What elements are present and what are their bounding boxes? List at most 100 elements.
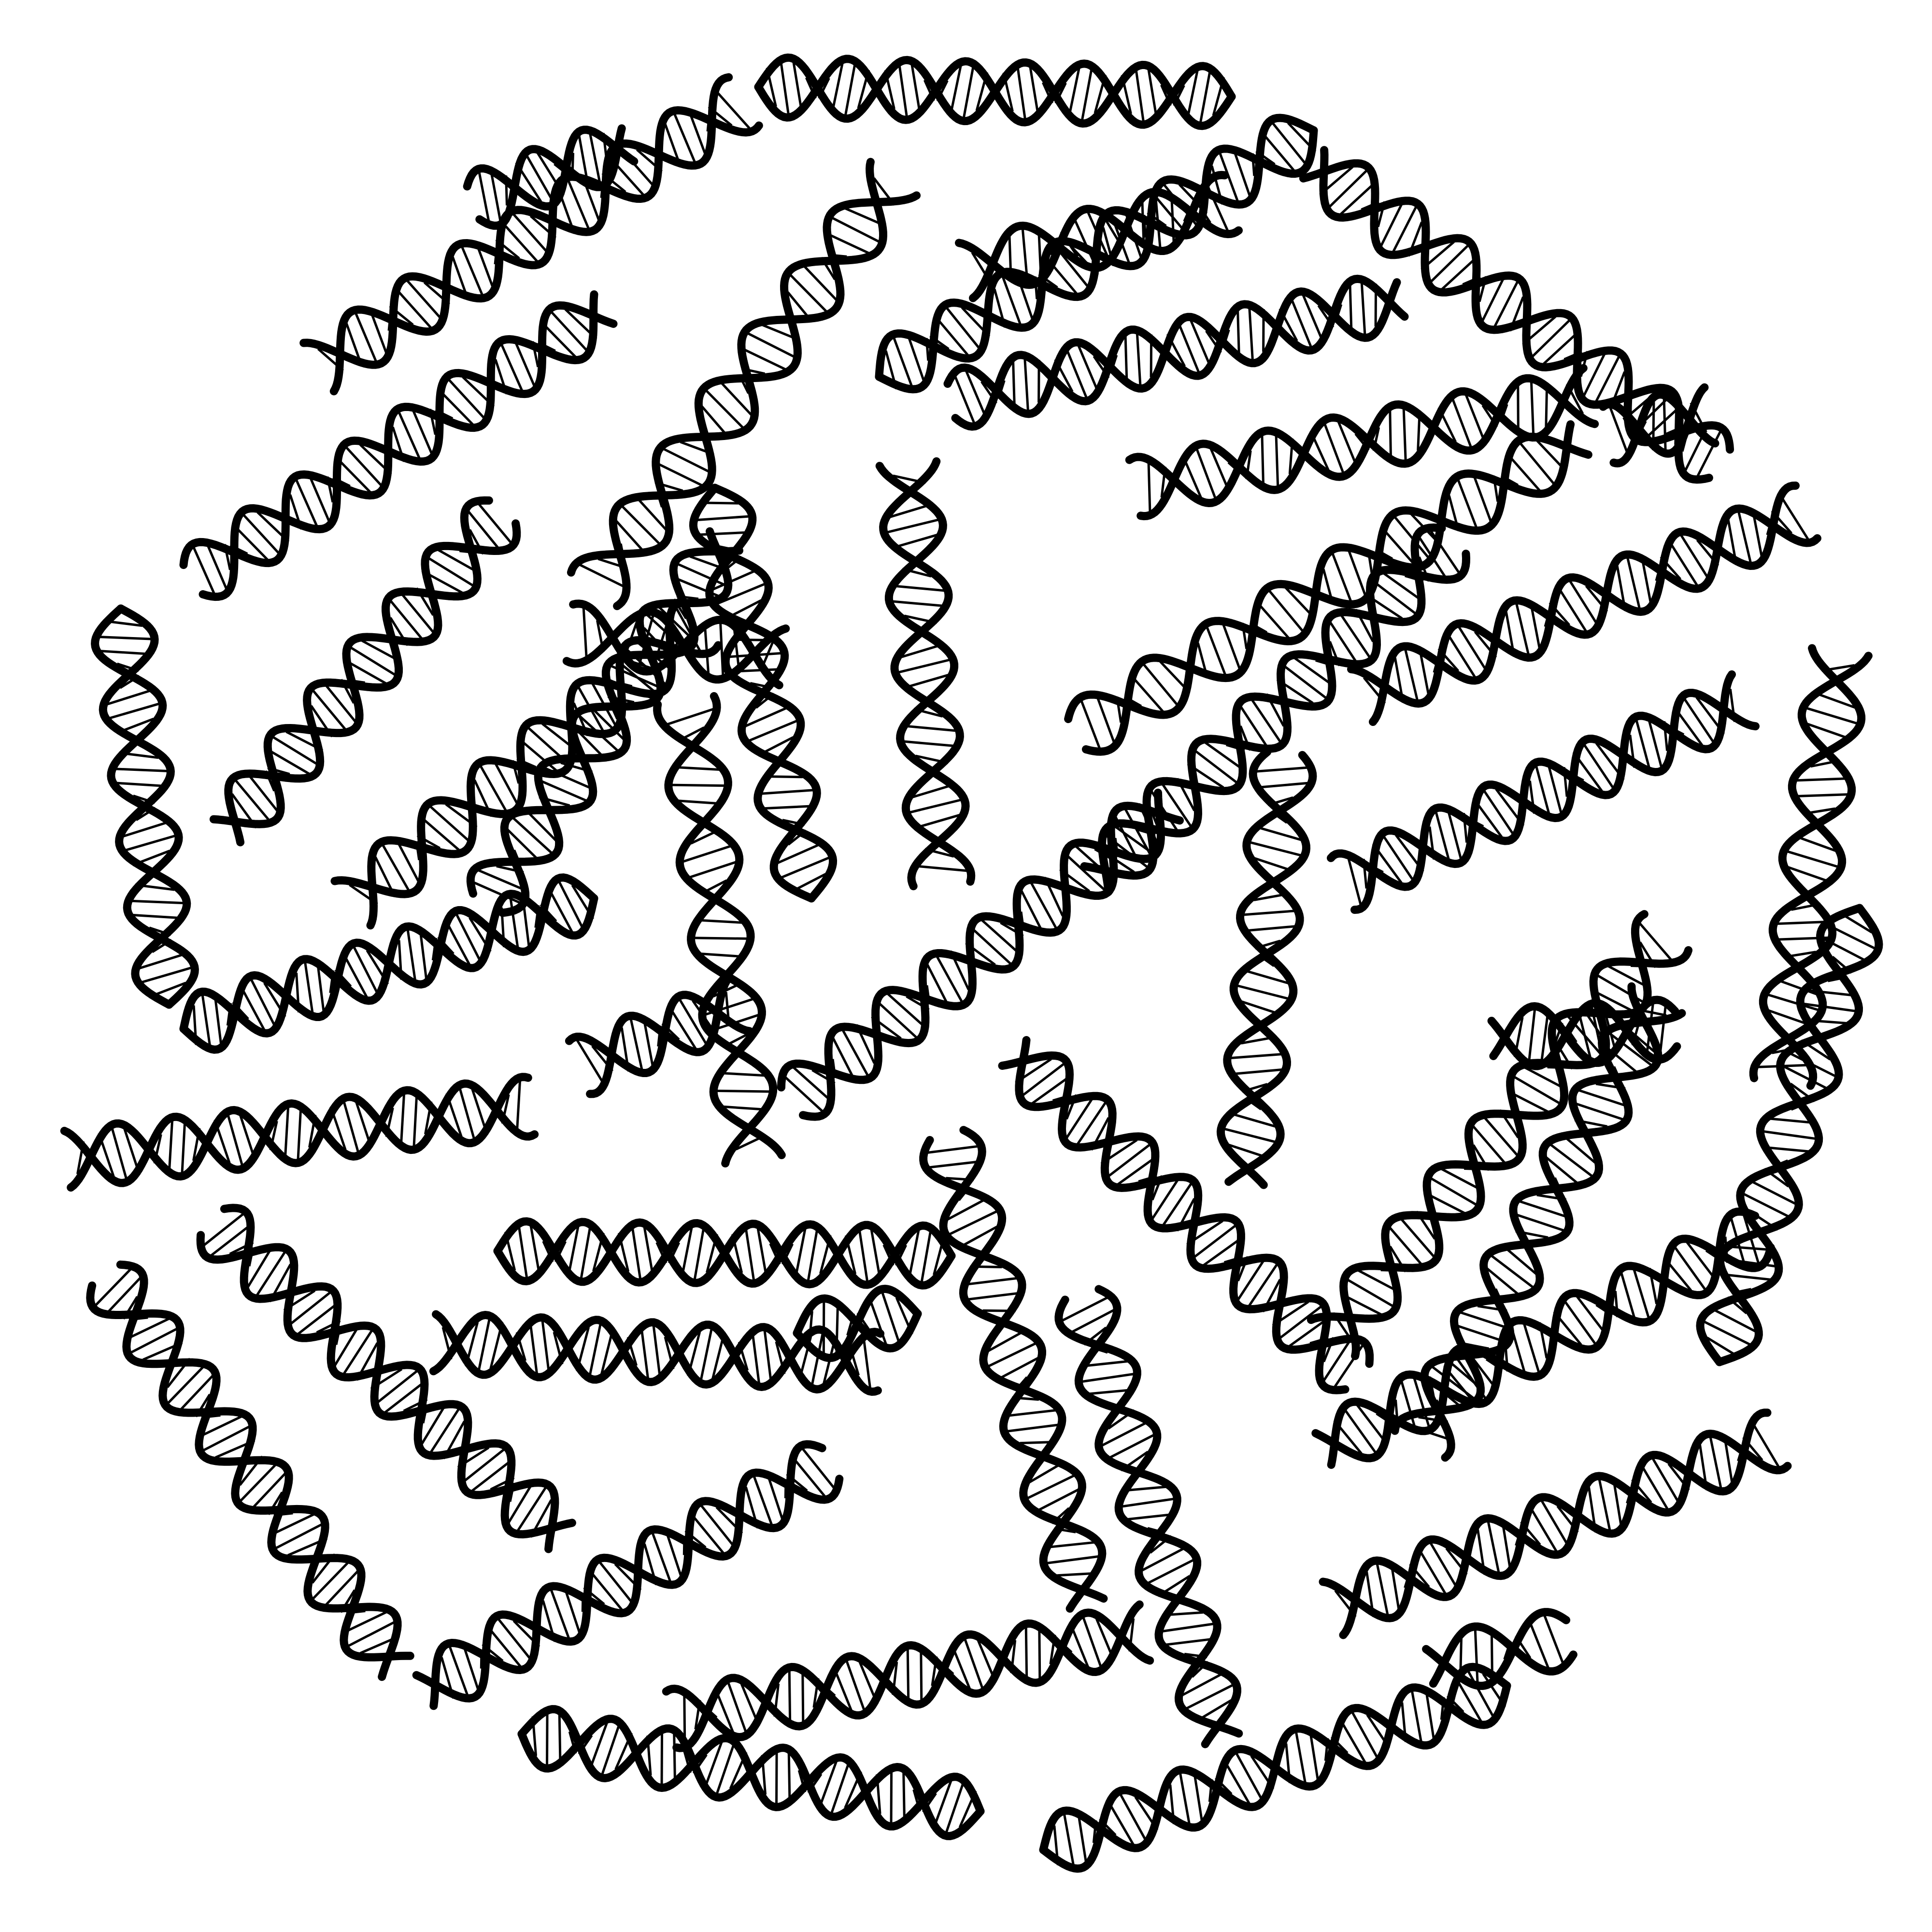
backbone-strand-b bbox=[777, 788, 1165, 1092]
backbone-strand-b bbox=[196, 1231, 559, 1553]
base-pair-rung bbox=[1190, 1222, 1239, 1261]
base-pair-rung bbox=[1795, 777, 1851, 782]
base-pair-rung bbox=[320, 679, 357, 724]
base-pair-rung bbox=[1402, 403, 1407, 464]
base-pair-rung bbox=[980, 918, 1023, 957]
base-pair-rung bbox=[523, 151, 556, 205]
base-pair-rung bbox=[1140, 1544, 1190, 1572]
base-pair-rung bbox=[674, 606, 705, 657]
base-pair-rung bbox=[650, 1529, 673, 1587]
base-pair-rung bbox=[780, 1072, 825, 1114]
base-pair-rung bbox=[582, 606, 588, 663]
dna-helix bbox=[463, 124, 639, 230]
base-pair-rung bbox=[1136, 328, 1142, 389]
base-pair-rung bbox=[127, 899, 187, 905]
base-pair-rung bbox=[1140, 661, 1181, 710]
base-pair-rung bbox=[965, 369, 989, 421]
base-pair-rung bbox=[1708, 1433, 1723, 1493]
backbone-strand-b bbox=[754, 53, 1236, 130]
dna-helix bbox=[209, 496, 521, 847]
base-pair-rung bbox=[1590, 1003, 1605, 1063]
base-pair-rung bbox=[828, 215, 884, 245]
base-pair-rung bbox=[1065, 1308, 1116, 1336]
backbone-strand-a bbox=[329, 106, 763, 396]
base-pair-rung bbox=[1785, 1050, 1838, 1079]
dna-helix bbox=[1347, 482, 1821, 726]
base-pair-rung bbox=[1380, 832, 1417, 884]
base-pair-rung bbox=[238, 1459, 281, 1504]
base-pair-rung bbox=[226, 1110, 245, 1170]
base-pair-rung bbox=[1411, 1372, 1431, 1430]
base-pair-rung bbox=[776, 855, 833, 881]
base-pair-rung bbox=[711, 582, 768, 607]
base-pair-rung bbox=[1662, 393, 1667, 455]
dna-helix bbox=[1487, 995, 1681, 1070]
base-pair-rung bbox=[1043, 1541, 1095, 1549]
base-pair-rung bbox=[1321, 419, 1346, 477]
base-pair-rung bbox=[418, 814, 461, 852]
base-pair-rung bbox=[1280, 662, 1330, 701]
base-pair-rung bbox=[1176, 319, 1201, 375]
base-pair-rung bbox=[1328, 621, 1361, 668]
base-pair-rung bbox=[945, 1208, 1001, 1237]
base-pair-rung bbox=[1275, 1303, 1325, 1342]
base-pair-rung bbox=[806, 1224, 819, 1284]
base-pair-rung bbox=[1708, 1306, 1757, 1333]
base-pair-rung bbox=[716, 377, 753, 417]
backbone-strand-a bbox=[1609, 390, 1719, 468]
backbone-strand-a bbox=[969, 187, 1243, 302]
dna-helix bbox=[955, 170, 1243, 302]
base-pair-rung bbox=[491, 756, 519, 805]
base-pair-rung bbox=[110, 767, 170, 773]
base-pair-rung bbox=[712, 87, 752, 131]
base-pair-rung bbox=[397, 409, 423, 465]
base-pair-rung bbox=[509, 894, 520, 954]
base-pair-rung bbox=[353, 309, 379, 366]
base-pair-rung bbox=[1043, 1554, 1104, 1565]
base-pair-rung bbox=[776, 841, 825, 865]
base-pair-rung bbox=[763, 805, 817, 810]
base-pair-rung bbox=[1619, 1271, 1638, 1325]
base-pair-rung bbox=[1178, 1770, 1192, 1830]
base-pair-rung bbox=[232, 777, 273, 825]
base-pair-rung bbox=[1240, 968, 1290, 985]
base-pair-rung bbox=[1534, 764, 1552, 821]
base-pair-rung bbox=[962, 61, 976, 121]
dna-helix bbox=[86, 1260, 414, 1681]
base-pair-rung bbox=[517, 1222, 529, 1281]
base-pair-rung bbox=[693, 1223, 706, 1283]
dna-helix bbox=[179, 873, 598, 1054]
base-pair-rung bbox=[514, 1484, 549, 1536]
dna-helix bbox=[179, 290, 618, 601]
base-pair-rung bbox=[901, 724, 958, 732]
base-pair-rung bbox=[1605, 1030, 1656, 1069]
base-pair-rung bbox=[405, 278, 445, 323]
base-pair-rung bbox=[1510, 1325, 1528, 1379]
base-pair-rung bbox=[1539, 1498, 1571, 1549]
base-pair-rung bbox=[341, 1097, 361, 1156]
base-pair-rung bbox=[575, 1038, 607, 1088]
base-pair-rung bbox=[1086, 210, 1112, 264]
dna-helix bbox=[429, 1310, 885, 1396]
backbone-strand-a bbox=[1429, 1622, 1577, 1688]
backbone-strand-b bbox=[875, 462, 970, 891]
base-pair-rung bbox=[1294, 1729, 1307, 1789]
backbone-strand-b bbox=[565, 991, 754, 1077]
base-pair-rung bbox=[485, 1624, 523, 1668]
base-pair-rung bbox=[1016, 62, 1027, 122]
base-pair-rung bbox=[1799, 1002, 1859, 1013]
base-pair-rung bbox=[895, 657, 954, 675]
base-pair-rung bbox=[1388, 1225, 1427, 1270]
base-pair-rung bbox=[132, 913, 185, 920]
backbone-strand-b bbox=[1081, 432, 1592, 756]
base-pair-rung bbox=[1480, 786, 1517, 838]
base-pair-rung bbox=[1491, 279, 1520, 333]
base-pair-rung bbox=[1556, 584, 1588, 634]
base-pair-rung bbox=[351, 943, 381, 998]
base-pair-rung bbox=[920, 1226, 933, 1285]
base-pair-rung bbox=[1154, 191, 1162, 252]
base-pair-rung bbox=[952, 370, 977, 426]
base-pair-rung bbox=[1270, 120, 1309, 169]
base-pair-rung bbox=[393, 286, 433, 330]
base-pair-rung bbox=[677, 996, 710, 1049]
